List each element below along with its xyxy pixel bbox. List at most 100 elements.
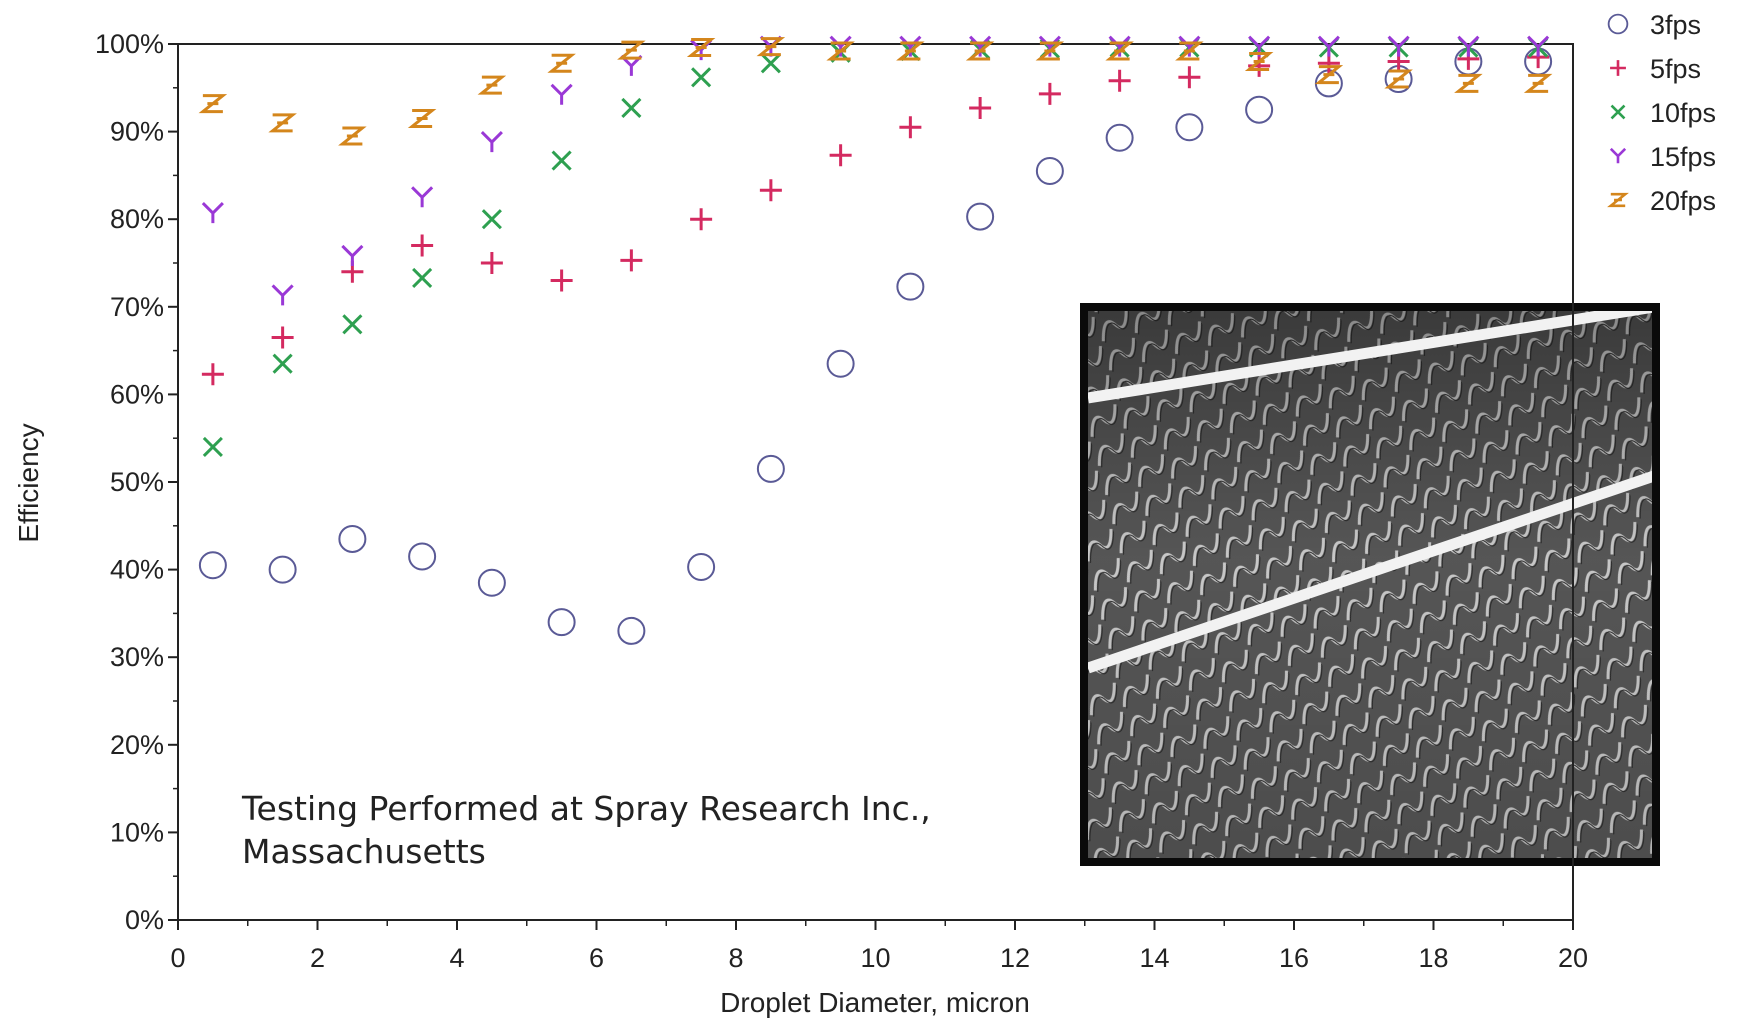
data-point-3fps (966, 202, 995, 231)
data-point-3fps (1175, 113, 1204, 142)
data-point-20fps (617, 40, 646, 60)
data-point-10fps (342, 314, 363, 335)
data-point-15fps (480, 131, 503, 153)
y-tick-label: 70% (110, 292, 164, 322)
data-point-10fps (760, 53, 781, 74)
x-tick-label: 2 (310, 943, 325, 973)
data-point-10fps (481, 209, 502, 230)
y-tick-label: 50% (110, 467, 164, 497)
data-point-20fps (477, 75, 507, 95)
data-point-3fps (896, 272, 925, 301)
x-axis-title: Droplet Diameter, micron (720, 987, 1030, 1018)
x-tick-label: 8 (728, 943, 743, 973)
data-point-3fps (687, 552, 716, 581)
data-point-15fps (1457, 35, 1480, 57)
data-point-3fps (1035, 157, 1064, 186)
data-point-20fps (407, 108, 437, 128)
data-point-5fps (411, 234, 434, 257)
data-point-20fps (1384, 69, 1413, 89)
data-point-5fps (759, 179, 782, 202)
legend: 3fps 5fps 10fps 15fps 20fps (1607, 10, 1716, 216)
y-tick-label: 100% (95, 29, 164, 59)
data-point-20fps (896, 41, 925, 61)
data-point-3fps (547, 608, 576, 637)
annotation-line-1: Testing Performed at Spray Research Inc.… (241, 789, 931, 828)
x-tick-label: 6 (589, 943, 604, 973)
data-point-15fps (411, 186, 434, 208)
data-point-3fps (826, 349, 855, 378)
data-point-15fps (1387, 35, 1410, 57)
y-tick-label: 30% (110, 642, 164, 672)
data-point-5fps (1038, 82, 1061, 105)
y-tick-label: 90% (110, 117, 164, 147)
x-tick-label: 4 (449, 943, 464, 973)
data-point-10fps (272, 353, 293, 374)
y-axis: 0% 10% 20% 30% 40% 50% 60% 70% 80% 90% 100% (95, 29, 178, 935)
data-point-20fps (756, 37, 786, 57)
data-point-3fps (756, 454, 785, 483)
data-point-10fps (551, 150, 572, 171)
data-point-20fps (826, 41, 855, 61)
inset-photo (1080, 303, 1660, 866)
x-tick-label: 14 (1139, 943, 1169, 973)
data-point-10fps (621, 97, 642, 119)
data-point-20fps (268, 113, 297, 133)
support-bar-upper (1088, 311, 1652, 404)
legend-marker-3fps (1607, 13, 1629, 35)
x-axis: 0 2 4 6 8 10 12 14 16 18 20 (170, 920, 1588, 973)
data-point-5fps (1178, 66, 1201, 89)
data-point-20fps (965, 41, 995, 61)
y-tick-label: 10% (110, 817, 164, 847)
data-point-3fps (1245, 95, 1274, 124)
data-point-5fps (550, 269, 573, 292)
data-point-15fps (550, 83, 573, 105)
legend-label-3fps: 3fps (1650, 10, 1701, 40)
y-tick-label: 80% (110, 204, 164, 234)
data-point-20fps (1105, 41, 1134, 61)
data-point-15fps (1317, 35, 1340, 57)
y-tick-label: 40% (110, 555, 164, 585)
data-point-3fps (1105, 123, 1134, 152)
x-tick-label: 10 (860, 943, 890, 973)
x-tick-label: 0 (170, 943, 185, 973)
x-tick-label: 20 (1558, 943, 1588, 973)
legend-marker-10fps (1610, 104, 1626, 120)
data-point-20fps (198, 94, 228, 114)
data-point-5fps (620, 249, 643, 272)
data-point-15fps (341, 244, 364, 266)
data-point-3fps (477, 568, 506, 597)
data-point-5fps (271, 326, 294, 349)
data-point-20fps (1314, 65, 1344, 85)
data-point-20fps (1035, 41, 1065, 61)
data-point-10fps (202, 436, 223, 458)
data-points (198, 35, 1553, 645)
data-point-20fps (1244, 52, 1274, 72)
data-point-3fps (617, 616, 646, 645)
support-bar-lower (1088, 470, 1652, 674)
legend-label-15fps: 15fps (1650, 142, 1716, 172)
y-tick-label: 60% (110, 379, 164, 409)
data-point-5fps (201, 363, 224, 386)
legend-label-20fps: 20fps (1650, 186, 1716, 216)
y-tick-label: 20% (110, 730, 164, 760)
data-point-5fps (690, 208, 713, 231)
data-point-15fps (271, 284, 294, 306)
y-axis-title: Efficiency (13, 423, 44, 542)
data-point-5fps (1108, 69, 1131, 92)
data-point-20fps (686, 38, 716, 58)
legend-label-5fps: 5fps (1650, 54, 1701, 84)
x-tick-label: 16 (1279, 943, 1309, 973)
x-tick-label: 18 (1418, 943, 1448, 973)
data-point-10fps (412, 267, 433, 288)
data-point-10fps (691, 67, 712, 88)
legend-label-10fps: 10fps (1650, 98, 1716, 128)
data-point-5fps (969, 96, 992, 119)
data-point-20fps (1454, 73, 1483, 93)
data-point-15fps (1527, 35, 1550, 57)
y-tick-label: 0% (125, 905, 164, 935)
legend-marker-20fps (1607, 192, 1629, 208)
photo-shading (1088, 311, 1652, 858)
data-point-3fps (198, 551, 227, 580)
x-tick-label: 12 (1000, 943, 1030, 973)
